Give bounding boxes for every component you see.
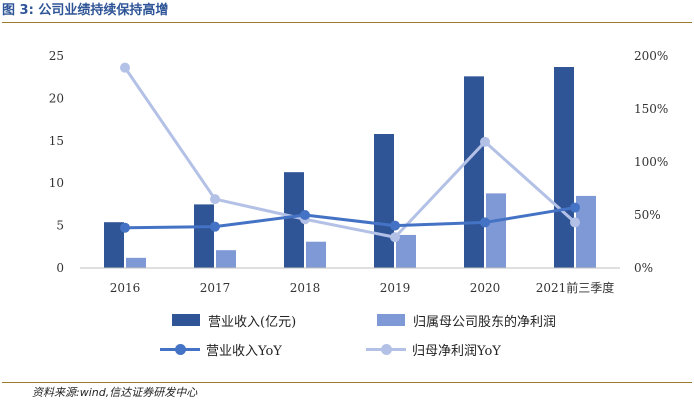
profit-yoy-point-4 xyxy=(480,136,490,147)
revenue-bar-2 xyxy=(284,172,304,268)
legend-swatch-profit-yoy xyxy=(366,343,406,355)
profit-yoy-point-5 xyxy=(570,217,580,228)
right-tick-label-0: 0% xyxy=(634,261,653,275)
profit-bar-0 xyxy=(126,257,146,268)
left-axis: 0 5 10 15 20 25 xyxy=(49,49,64,275)
right-tick-label-2: 100% xyxy=(634,155,668,169)
revenue-yoy-point-4 xyxy=(480,217,490,228)
legend-swatch-revenue-yoy xyxy=(160,343,200,355)
right-tick-label-4: 200% xyxy=(634,49,668,63)
revenue-bar-1 xyxy=(194,204,214,268)
category-label-5: 2021前三季度 xyxy=(536,280,615,295)
left-tick-label-3: 15 xyxy=(49,134,64,148)
right-axis: 0% 50% 100% 150% 200% xyxy=(634,49,668,275)
profit-yoy-line xyxy=(123,66,577,239)
revenue-yoy-point-2 xyxy=(300,210,310,220)
profit-yoy-point-0 xyxy=(120,62,130,73)
legend-item-profit-yoy: 归母净利润YoY xyxy=(366,339,501,359)
profit-bar-1 xyxy=(216,250,236,268)
category-label-3: 2019 xyxy=(380,281,411,295)
revenue-yoy-line xyxy=(124,206,576,230)
revenue-bar-5 xyxy=(554,67,574,268)
left-tick-label-5: 25 xyxy=(49,49,64,63)
revenue-bar-0 xyxy=(104,222,124,268)
lines-layer xyxy=(120,62,580,243)
right-tick-label-1: 50% xyxy=(634,208,661,222)
profit-bar-2 xyxy=(306,241,326,268)
figure-title-text: 公司业绩持续保持高增 xyxy=(38,3,169,18)
right-tick-label-3: 150% xyxy=(634,102,668,116)
profit-yoy-point-1 xyxy=(210,194,220,205)
profit-bar-3 xyxy=(396,234,416,268)
bars-layer xyxy=(104,67,596,268)
category-label-4: 2020 xyxy=(470,281,501,295)
left-tick-label-2: 10 xyxy=(49,176,64,190)
revenue-bar-4 xyxy=(464,76,484,268)
revenue-yoy-point-3 xyxy=(390,220,400,231)
revenue-bar-3 xyxy=(374,134,394,268)
left-tick-label-1: 5 xyxy=(56,219,64,233)
profit-bar-5 xyxy=(576,195,596,268)
figure-title: 图 3: 公司业绩持续保持高增 xyxy=(2,2,692,23)
figure-label: 图 3: xyxy=(2,3,34,18)
source-note: 资料来源:wind,信达证券研发中心 xyxy=(2,382,692,404)
category-labels: 2016 2017 2018 2019 2020 2021前三季度 xyxy=(110,280,615,295)
profit-yoy-point-3 xyxy=(390,232,400,243)
legend-label-profit-yoy: 归母净利润YoY xyxy=(412,343,501,359)
legend-label-revenue-yoy: 营业收入YoY xyxy=(206,343,282,359)
revenue-yoy-point-0 xyxy=(120,222,130,233)
category-label-2: 2018 xyxy=(290,281,321,295)
category-label-0: 2016 xyxy=(110,281,141,295)
revenue-yoy-point-1 xyxy=(210,221,220,232)
category-label-1: 2017 xyxy=(200,281,231,295)
revenue-yoy-point-5 xyxy=(570,202,580,213)
legend-item-revenue-yoy: 营业收入YoY xyxy=(160,339,282,359)
left-tick-label-4: 20 xyxy=(49,91,64,105)
left-tick-label-0: 0 xyxy=(56,261,64,275)
profit-bar-4 xyxy=(486,193,506,268)
